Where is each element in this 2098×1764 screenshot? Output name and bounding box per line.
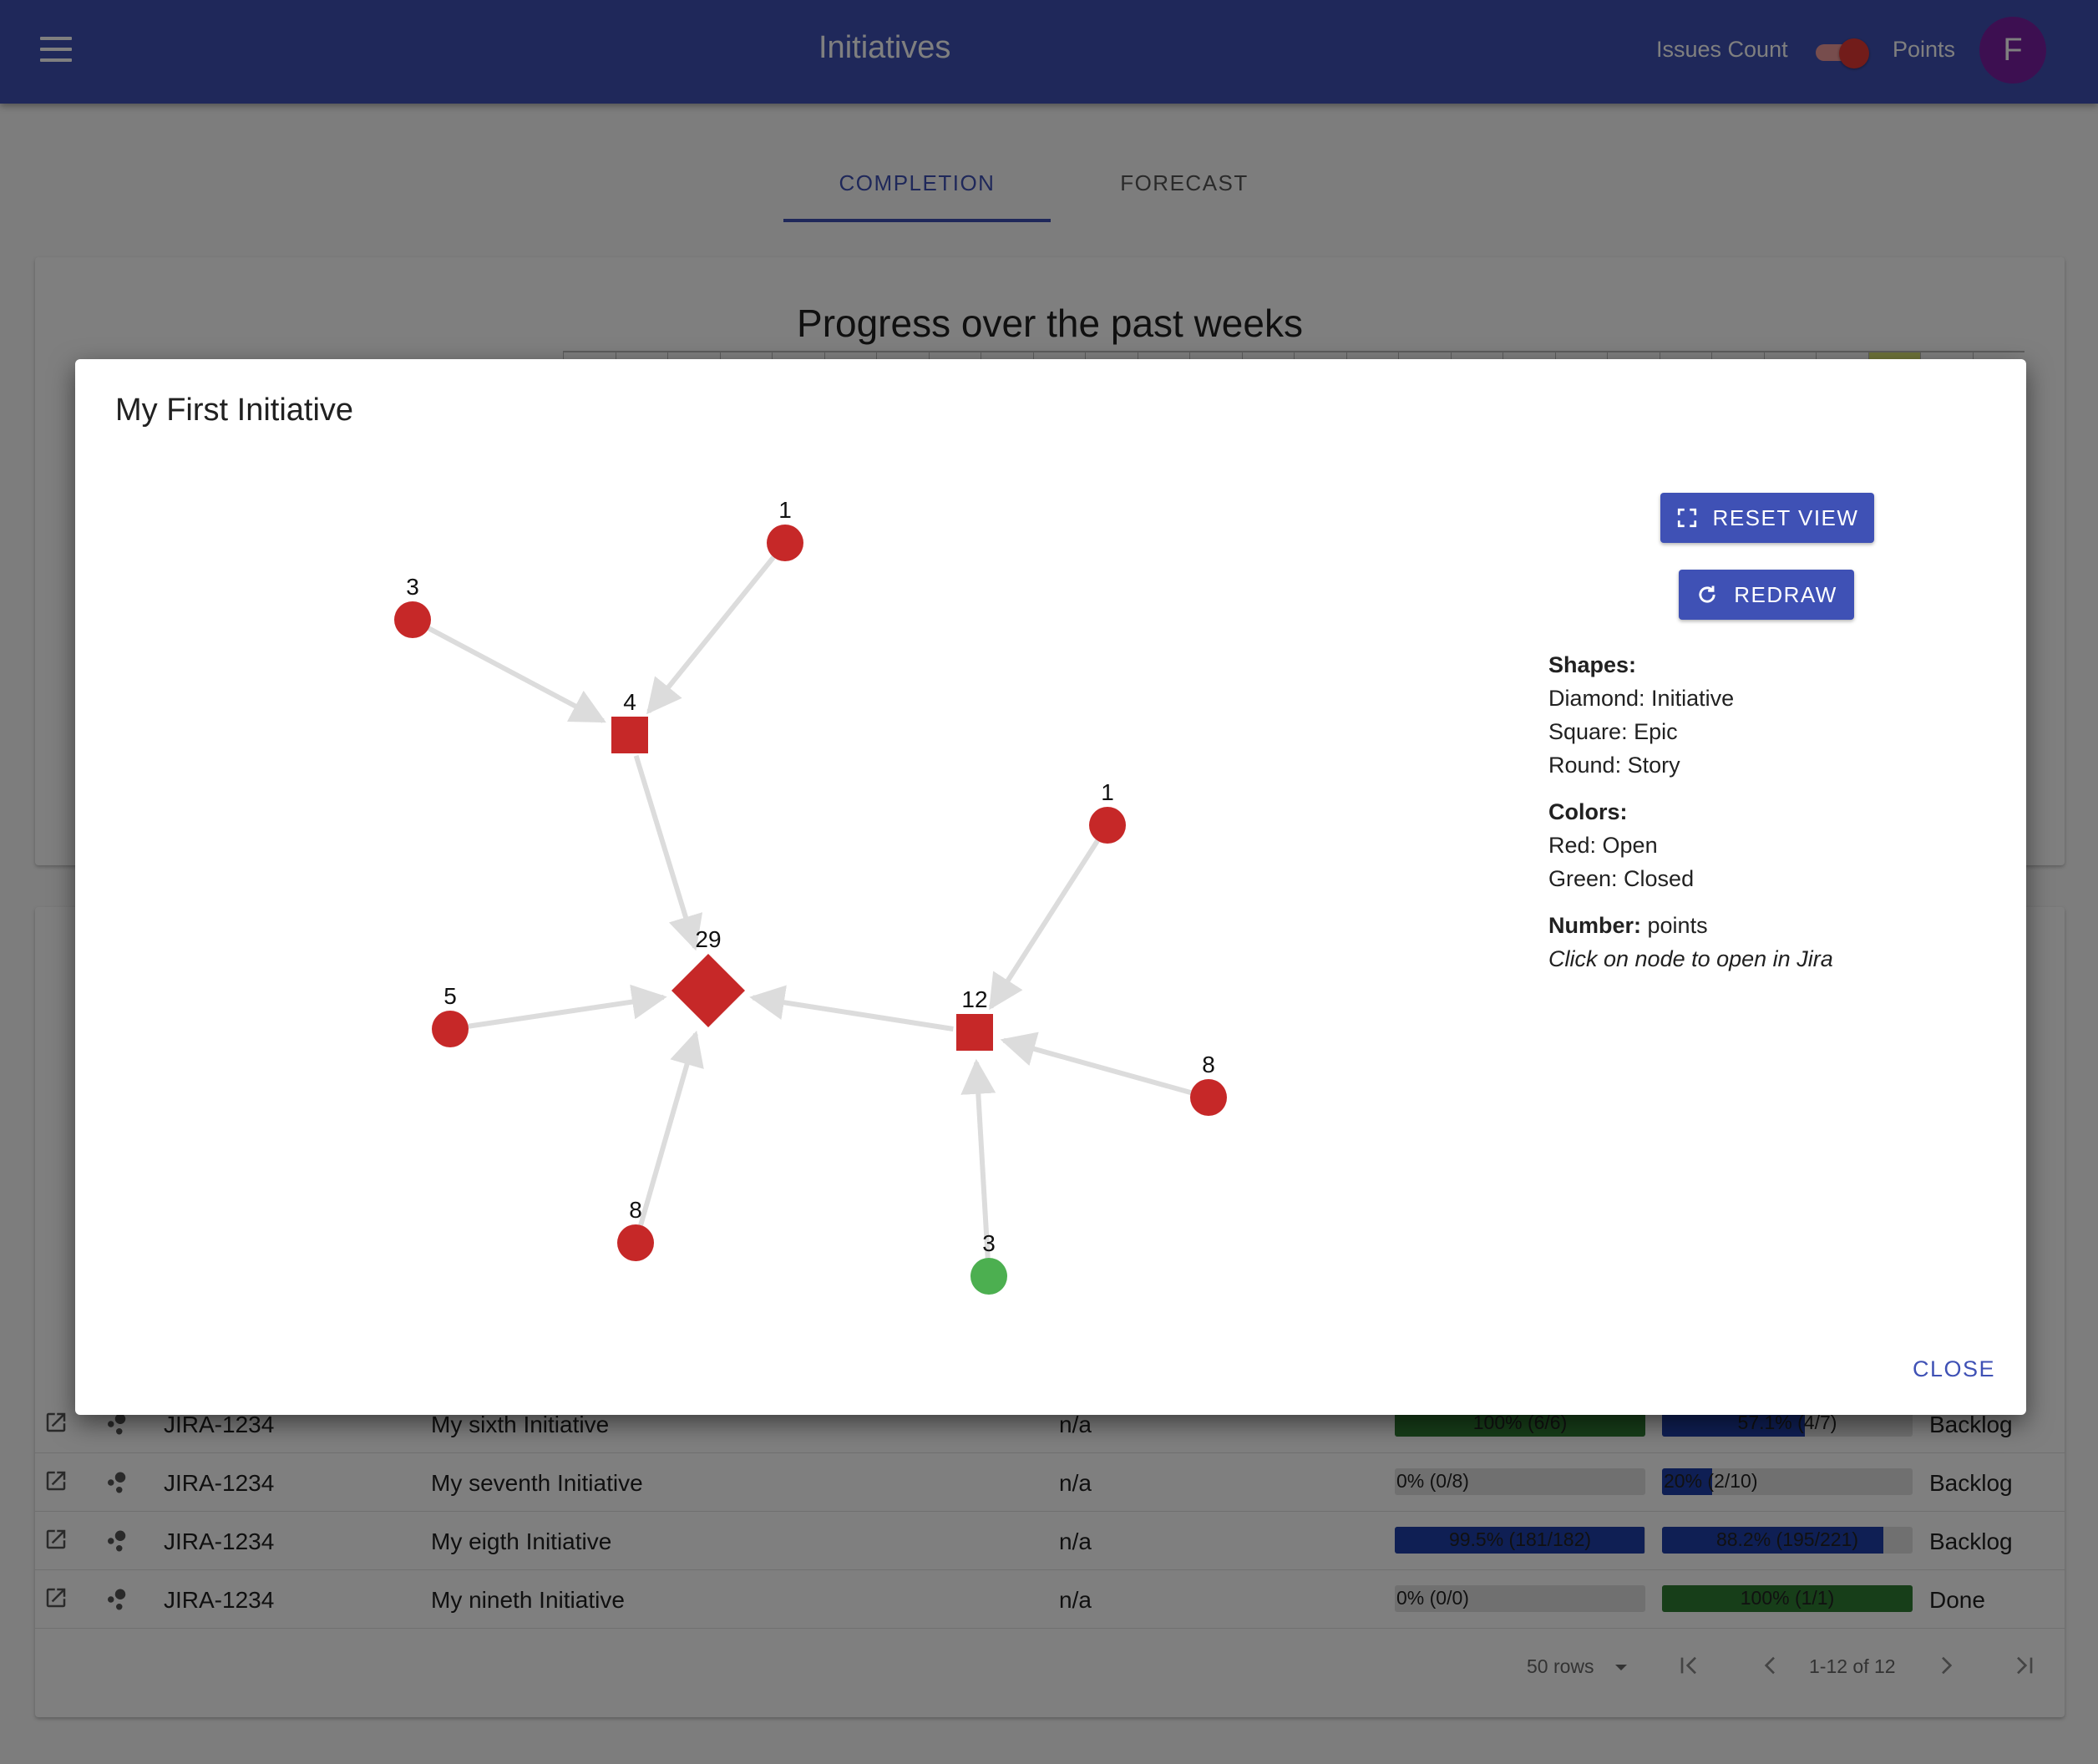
graph-edge bbox=[646, 555, 776, 715]
node-points-label: 29 bbox=[695, 926, 721, 952]
node-points-label: 3 bbox=[982, 1230, 996, 1256]
legend-shape-diamond: Diamond: Initiative bbox=[1548, 686, 1735, 711]
legend-shapes-heading: Shapes: bbox=[1548, 652, 1637, 677]
refresh-icon bbox=[1699, 585, 1715, 603]
legend-color-red: Red: Open bbox=[1548, 833, 1658, 858]
story-node[interactable] bbox=[1089, 807, 1126, 844]
legend-number-text: points bbox=[1641, 913, 1708, 938]
graph-edge bbox=[638, 1030, 704, 1226]
legend-hint: Click on node to open in Jira bbox=[1548, 946, 1833, 971]
dialog-title: My First Initiative bbox=[115, 393, 354, 428]
legend-shape-round: Round: Story bbox=[1548, 753, 1680, 778]
dependency-graph: 29 4 12 1 3 5 8 1 8 3 bbox=[394, 497, 1227, 1295]
story-node[interactable] bbox=[970, 1258, 1007, 1295]
story-node[interactable] bbox=[767, 525, 803, 561]
epic-node[interactable] bbox=[956, 1014, 993, 1051]
node-points-label: 1 bbox=[1101, 779, 1114, 805]
redraw-button[interactable]: REDRAW bbox=[1679, 570, 1854, 620]
graph-edge bbox=[1000, 1032, 1192, 1095]
graph-edge bbox=[428, 626, 606, 723]
epic-node[interactable] bbox=[611, 717, 648, 753]
fullscreen-icon bbox=[1677, 508, 1696, 528]
legend-colors-heading: Colors: bbox=[1548, 799, 1628, 824]
legend-shape-square: Square: Epic bbox=[1548, 719, 1678, 744]
legend-color-green: Green: Closed bbox=[1548, 866, 1695, 891]
node-points-label: 8 bbox=[1202, 1052, 1215, 1077]
story-node[interactable] bbox=[432, 1011, 469, 1047]
legend-number-heading: Number: bbox=[1548, 913, 1642, 938]
redraw-label: REDRAW bbox=[1734, 581, 1837, 607]
node-points-label: 1 bbox=[778, 497, 792, 523]
node-points-label: 5 bbox=[443, 983, 457, 1009]
story-node[interactable] bbox=[394, 601, 431, 638]
node-points-label: 4 bbox=[623, 689, 636, 715]
close-button[interactable]: CLOSE bbox=[1913, 1356, 1996, 1381]
graph-edge bbox=[749, 985, 954, 1032]
reset-view-button[interactable]: RESET VIEW bbox=[1660, 493, 1874, 543]
node-points-label: 3 bbox=[406, 574, 419, 600]
node-points-label: 12 bbox=[961, 986, 987, 1012]
graph-edge bbox=[633, 754, 703, 951]
graph-edge bbox=[468, 984, 667, 1029]
story-node[interactable] bbox=[617, 1224, 654, 1261]
initiative-graph-dialog: My First Initiative 29 4 12 1 3 5 8 1 8 3 RESET V… bbox=[75, 359, 2026, 1415]
node-points-label: 8 bbox=[629, 1197, 642, 1223]
story-node[interactable] bbox=[1190, 1079, 1227, 1116]
reset-view-label: RESET VIEW bbox=[1712, 504, 1859, 530]
graph-edge bbox=[988, 839, 1100, 1011]
initiative-node[interactable] bbox=[671, 954, 745, 1027]
graph-edge bbox=[960, 1058, 996, 1259]
graph-legend: Shapes: Diamond: Initiative Square: Epic… bbox=[1548, 648, 1833, 976]
